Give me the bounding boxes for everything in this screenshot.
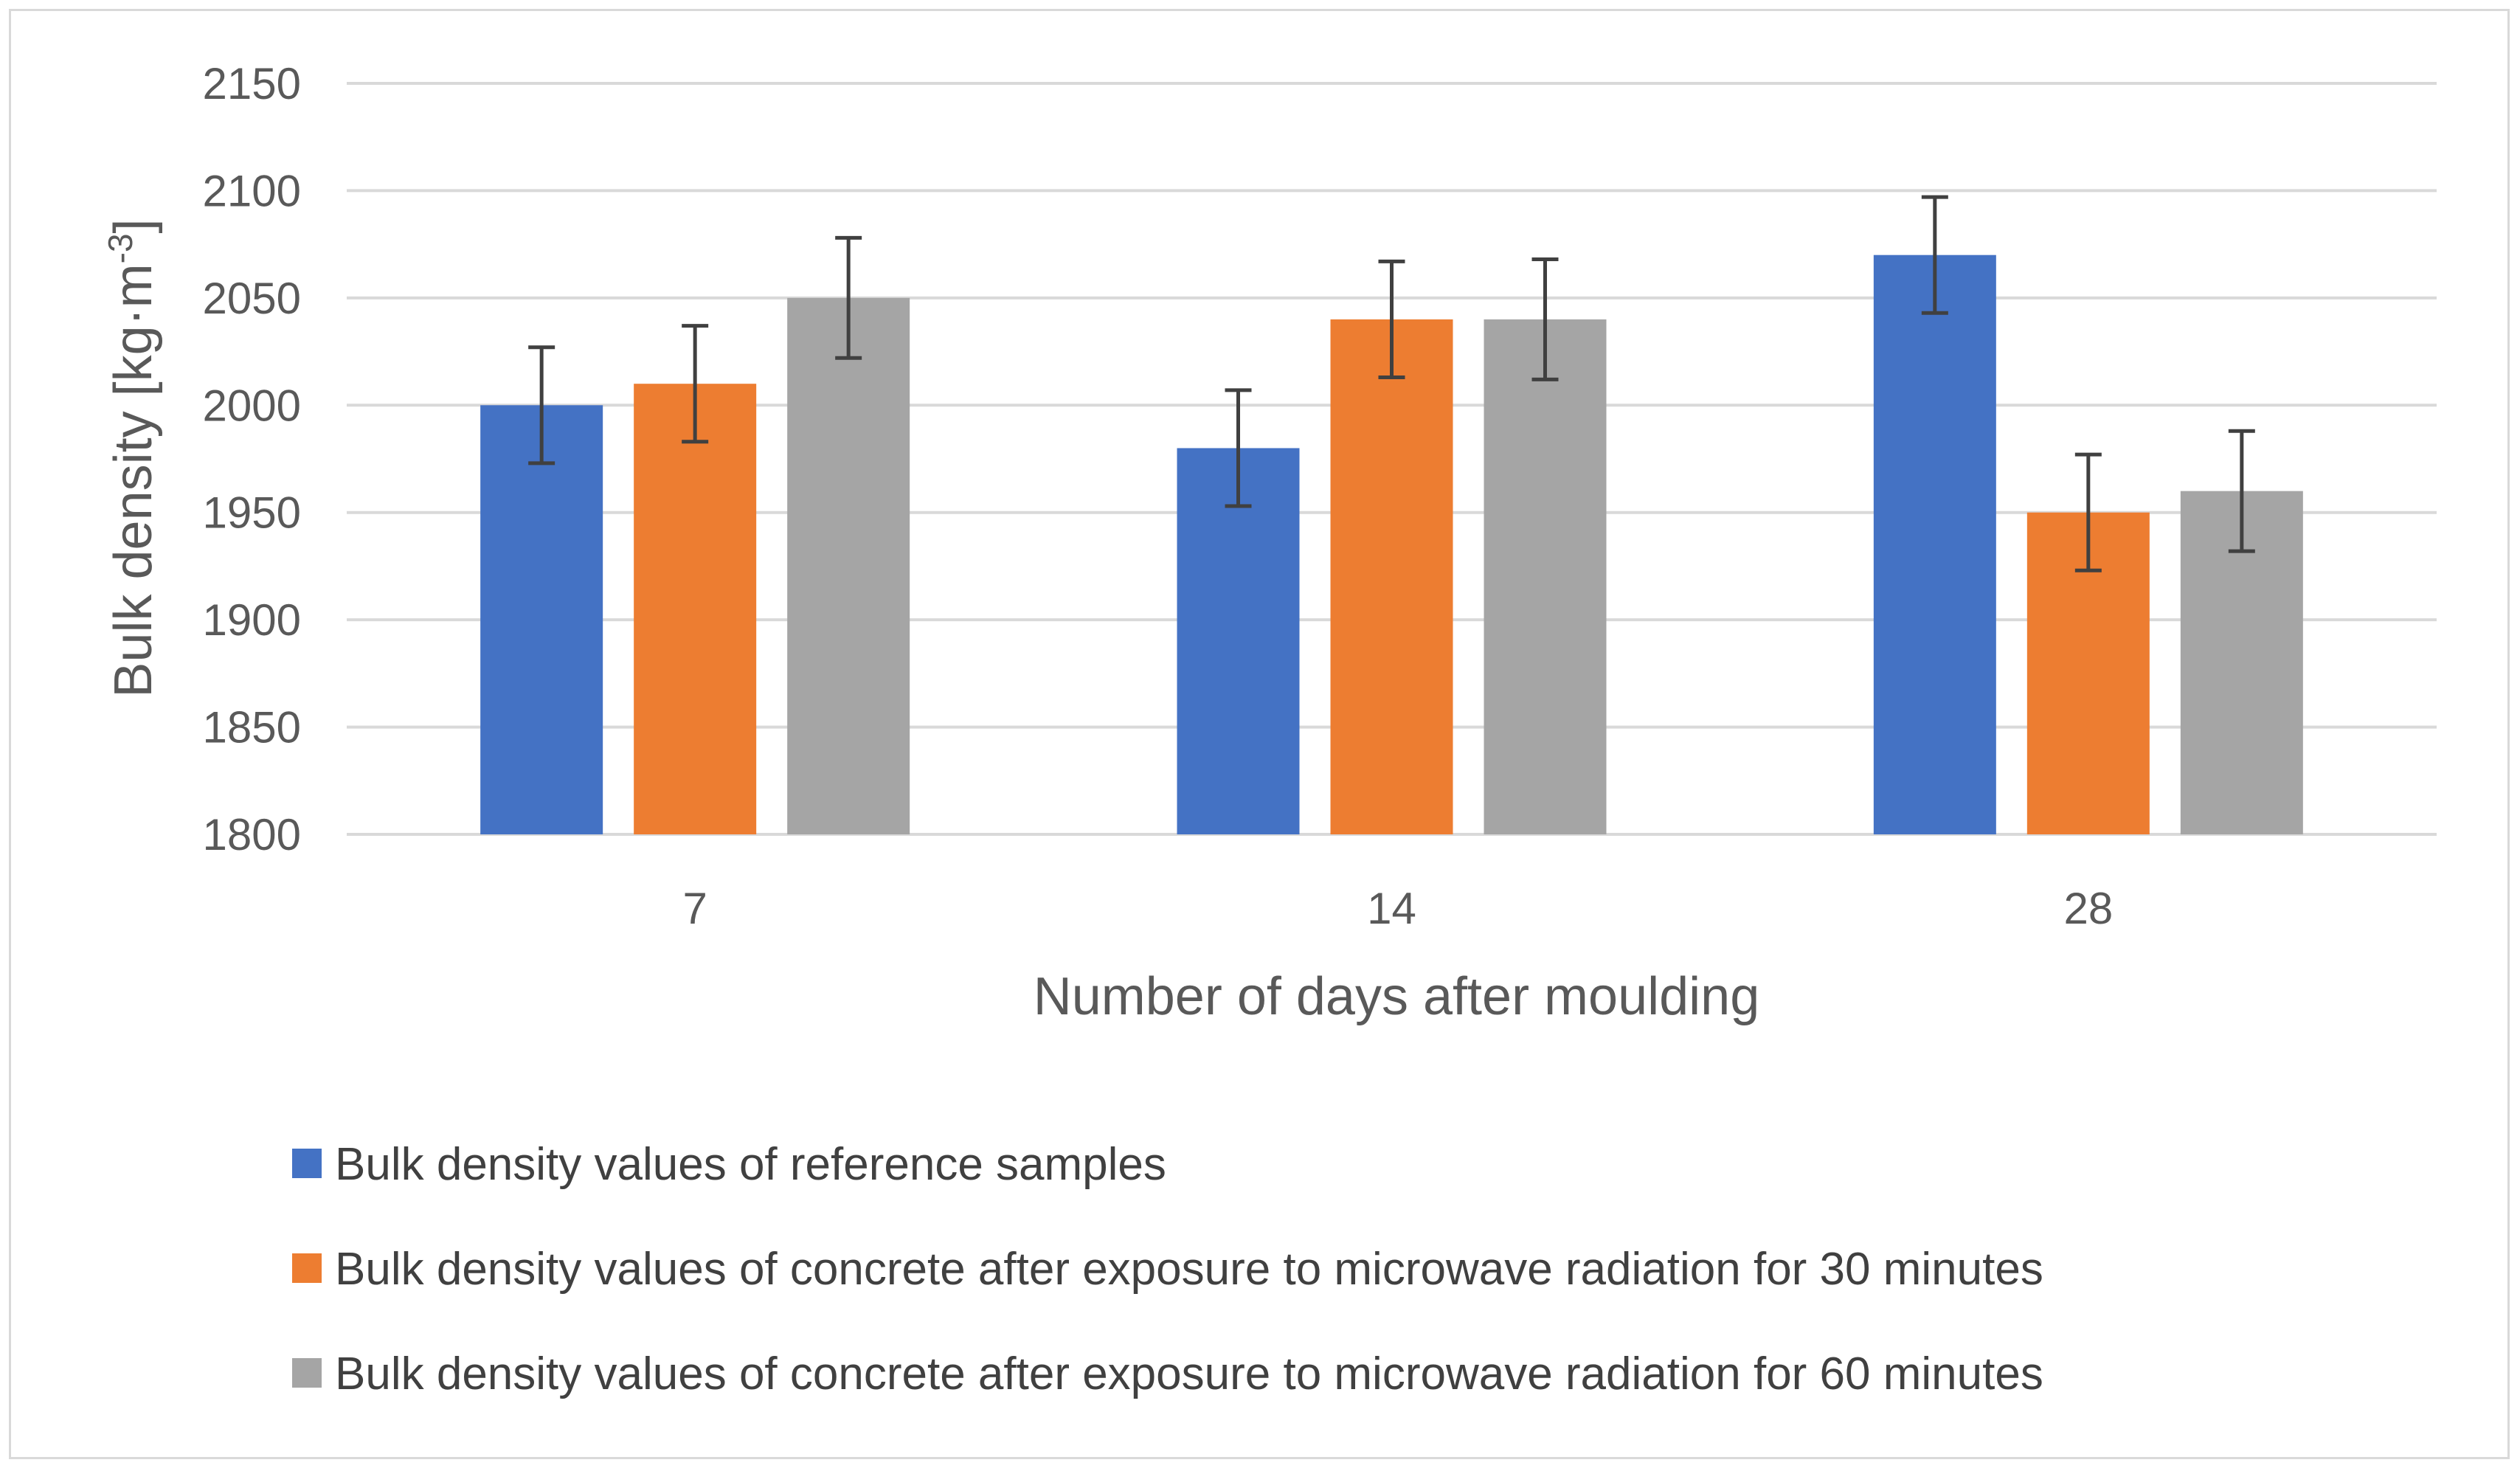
legend-swatch	[292, 1358, 322, 1388]
y-tick-label: 1950	[203, 488, 301, 538]
legend-swatch	[292, 1253, 322, 1283]
bar	[1484, 319, 1607, 834]
y-tick-label: 2050	[203, 274, 301, 323]
bar	[1330, 319, 1453, 834]
x-axis-title: Number of days after moulding	[1034, 967, 1759, 1026]
y-tick-label: 1800	[203, 810, 301, 859]
y-axis-title-end: ]	[104, 218, 163, 233]
x-tick-label: 14	[1367, 884, 1416, 933]
legend-label: Bulk density values of reference samples	[335, 1139, 1166, 1190]
y-tick-label: 2000	[203, 381, 301, 430]
y-tick-label: 2100	[203, 166, 301, 215]
x-tick-label: 7	[682, 884, 707, 933]
bar	[480, 405, 603, 834]
bar	[634, 384, 757, 834]
y-axis-title: Bulk density [kg·m-3]	[101, 218, 163, 697]
bar-series	[480, 255, 2303, 835]
legend-label: Bulk density values of concrete after ex…	[335, 1349, 2043, 1399]
y-tick-label: 1850	[203, 703, 301, 752]
y-axis-title-main: Bulk density [kg·m	[104, 263, 163, 697]
bar	[787, 297, 910, 834]
bar	[1873, 255, 1996, 835]
y-axis-tick-labels: 1800 1850 1900 1950 2000 2050 2100 2150	[203, 59, 301, 859]
y-tick-label: 1900	[203, 595, 301, 645]
x-tick-label: 28	[2063, 884, 2113, 933]
y-axis-title-superscript: -3	[101, 233, 139, 263]
bar	[1177, 448, 1300, 834]
legend: Bulk density values of reference samples…	[292, 1139, 2043, 1399]
legend-swatch	[292, 1149, 322, 1178]
x-axis-tick-labels: 7 14 28	[682, 884, 2113, 933]
legend-label: Bulk density values of concrete after ex…	[335, 1244, 2043, 1295]
error-bars	[528, 195, 2255, 572]
y-tick-label: 2150	[203, 59, 301, 108]
